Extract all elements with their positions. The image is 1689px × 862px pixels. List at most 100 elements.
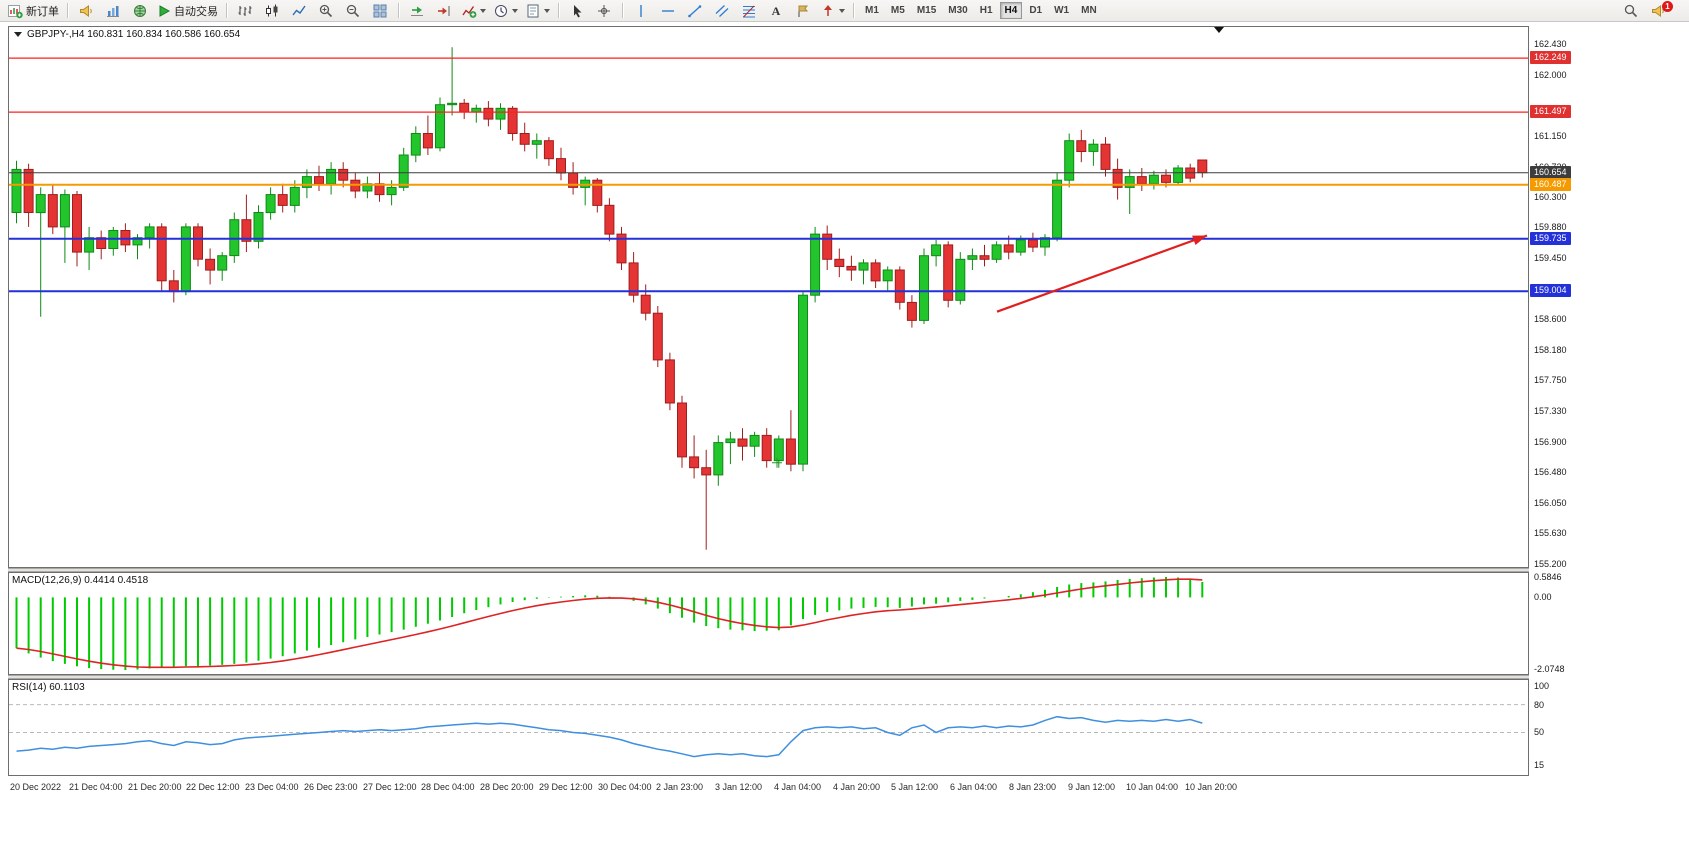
time-axis-label: 8 Jan 23:00 (1009, 782, 1057, 792)
notifications-button[interactable]: 1 (1645, 0, 1673, 21)
rsi-axis-label: 100 (1534, 681, 1550, 691)
tab-timeframe-m1[interactable]: M1 (865, 5, 879, 16)
channel-tool-button[interactable] (709, 1, 735, 21)
price-axis[interactable]: 162.430162.000161.150160.720160.300159.8… (1529, 26, 1687, 569)
toolbar-separator (67, 3, 68, 18)
tile-windows-button[interactable] (367, 1, 393, 21)
price-axis-label: 159.880 (1534, 222, 1567, 232)
time-axis-label: 4 Jan 04:00 (774, 782, 822, 792)
time-axis-label: 21 Dec 04:00 (69, 782, 123, 792)
price-badge: 162.249 (1530, 51, 1571, 64)
chevron-down-icon (480, 8, 486, 13)
candlestick-icon (266, 4, 278, 16)
horizontal-line-tool-button[interactable] (655, 1, 681, 21)
price-axis-label: 157.330 (1534, 406, 1567, 416)
market-button[interactable] (127, 1, 153, 21)
time-axis-label: 5 Jan 12:00 (891, 782, 939, 792)
candlestick-chart-button[interactable] (259, 1, 285, 21)
flag-label-icon (798, 5, 809, 17)
text-tool-icon: A (772, 4, 781, 18)
zoom-in-icon (319, 4, 333, 17)
price-chart[interactable] (8, 26, 1529, 568)
price-axis-label: 162.000 (1534, 70, 1567, 80)
price-badge: 159.004 (1530, 284, 1571, 297)
time-axis-label: 22 Dec 12:00 (186, 782, 240, 792)
search-button[interactable] (1618, 1, 1644, 21)
auto-trading-button[interactable]: 自动交易 (154, 1, 221, 21)
time-axis-label: 3 Jan 12:00 (715, 782, 763, 792)
tab-timeframe-m30[interactable]: M30 (948, 5, 968, 16)
tab-timeframe-mn[interactable]: MN (1081, 5, 1097, 16)
time-axis-label: 9 Jan 12:00 (1068, 782, 1116, 792)
price-axis-label: 160.300 (1534, 192, 1567, 202)
tab-timeframe-m15[interactable]: M15 (916, 5, 937, 16)
svg-text:A: A (772, 4, 781, 18)
chevron-down-icon (512, 8, 518, 13)
profiles-button[interactable] (100, 1, 126, 21)
arrows-tool-button[interactable] (817, 1, 848, 21)
panel-splitter[interactable] (8, 675, 1529, 679)
macd-label: MACD(12,26,9) 0.4414 0.4518 (12, 575, 149, 586)
time-axis[interactable]: 20 Dec 2022 21 Dec 04:00 21 Dec 20:00 22 De… (8, 780, 1529, 796)
auto-scroll-button[interactable] (404, 1, 430, 21)
clock-icon (495, 4, 507, 17)
tab-timeframe-m5[interactable]: M5 (890, 5, 905, 16)
tab-timeframe-d1[interactable]: D1 (1029, 5, 1043, 16)
periods-button[interactable] (490, 1, 521, 21)
time-axis-label: 21 Dec 20:00 (128, 782, 182, 792)
rsi-axis[interactable]: 100 80 50 15 (1529, 679, 1687, 776)
arrow-marker-icon (824, 4, 832, 16)
fibonacci-icon (743, 5, 755, 17)
toolbar-separator (622, 3, 623, 18)
chevron-down-icon (544, 8, 550, 13)
crosshair-icon (598, 4, 610, 17)
time-axis-label: 29 Dec 12:00 (539, 782, 593, 792)
macd-panel[interactable] (8, 572, 1529, 675)
search-icon (1624, 4, 1638, 17)
time-axis-label: 2 Jan 23:00 (656, 782, 704, 792)
price-axis-label: 158.600 (1534, 314, 1567, 324)
toolbar: 新订单 自动交易 (0, 0, 1689, 22)
new-order-label: 新订单 (26, 5, 59, 18)
alerts-button[interactable] (73, 1, 99, 21)
zoom-out-button[interactable] (340, 1, 366, 21)
columns-chart-icon (107, 5, 119, 17)
bar-chart-button[interactable] (232, 1, 258, 21)
templates-button[interactable] (522, 1, 553, 21)
toolbar-separator (398, 3, 399, 18)
new-order-button[interactable]: 新订单 (4, 1, 62, 21)
price-axis-label: 155.200 (1534, 559, 1567, 569)
toolbar-separator (853, 3, 854, 18)
tab-timeframe-w1[interactable]: W1 (1054, 5, 1070, 16)
crosshair-tool-button[interactable] (591, 1, 617, 21)
template-icon (527, 4, 539, 17)
horn-icon (80, 4, 92, 17)
symbol-ohlc-label: GBPJPY-,H4 160.831 160.834 160.586 160.6… (14, 29, 240, 40)
cursor-tool-button[interactable] (564, 1, 590, 21)
text-tool-button[interactable]: A (763, 1, 789, 21)
time-axis-label: 26 Dec 23:00 (304, 782, 358, 792)
tab-timeframe-h4[interactable]: H4 (999, 2, 1023, 19)
vertical-line-tool-button[interactable] (628, 1, 654, 21)
tab-timeframe-h1[interactable]: H1 (979, 5, 993, 16)
macd-axis[interactable]: 0.5846 0.00 -2.0748 (1529, 572, 1687, 675)
price-badge: 160.654 (1530, 166, 1571, 179)
zoom-out-icon (346, 4, 360, 17)
panel-splitter[interactable] (8, 568, 1529, 572)
chart-end-marker[interactable] (1214, 27, 1224, 33)
chevron-down-icon (839, 8, 845, 13)
price-axis-label: 158.180 (1534, 345, 1567, 355)
rsi-panel[interactable] (8, 679, 1529, 776)
zoom-in-button[interactable] (313, 1, 339, 21)
chart-shift-button[interactable] (431, 1, 457, 21)
line-chart-button[interactable] (286, 1, 312, 21)
ohlc-bars-icon (238, 5, 252, 16)
collapse-triangle-icon[interactable] (14, 32, 22, 37)
auto-trading-label: 自动交易 (174, 5, 218, 18)
time-axis-label: 28 Dec 20:00 (480, 782, 534, 792)
indicators-button[interactable] (458, 1, 489, 21)
trendline-tool-button[interactable] (682, 1, 708, 21)
fibonacci-tool-button[interactable] (736, 1, 762, 21)
globe-icon (134, 4, 146, 17)
label-tool-button[interactable] (790, 1, 816, 21)
